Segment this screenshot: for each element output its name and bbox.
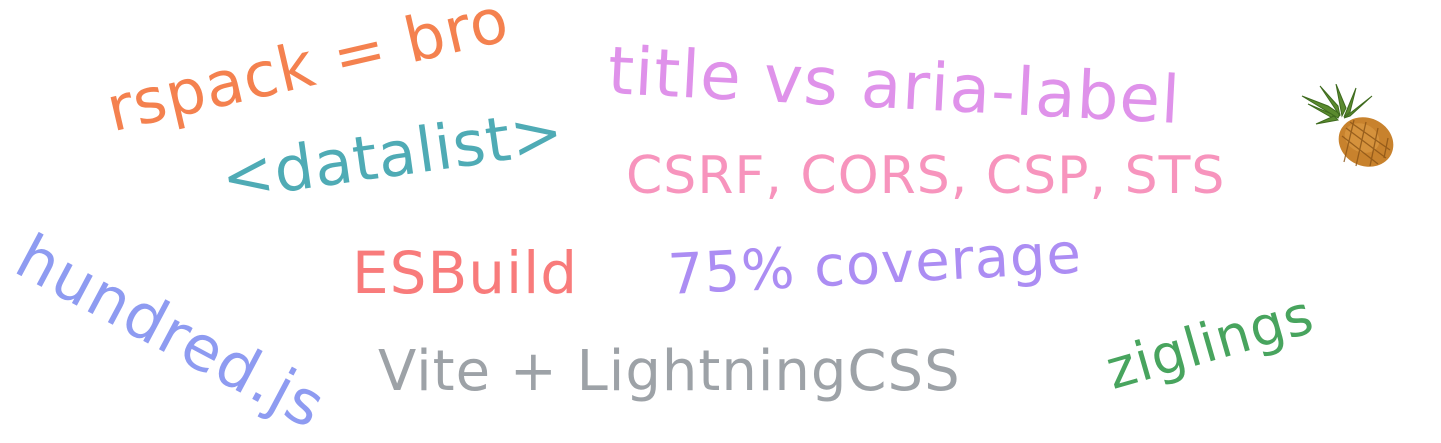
pineapple-icon [1301,84,1394,167]
word-ziglings: ziglings [1099,282,1321,402]
word-vite-lightningcss: Vite + LightningCSS [378,339,961,404]
word-title-vs-aria: title vs aria-label [606,32,1183,139]
word-security: CSRF, CORS, CSP, STS [626,146,1226,206]
word-datalist: <datalist> [216,94,569,215]
word-coverage: 75% coverage [666,221,1084,308]
word-hundred-js: hundred.js [4,219,338,443]
word-esbuild: ESBuild [352,239,579,307]
